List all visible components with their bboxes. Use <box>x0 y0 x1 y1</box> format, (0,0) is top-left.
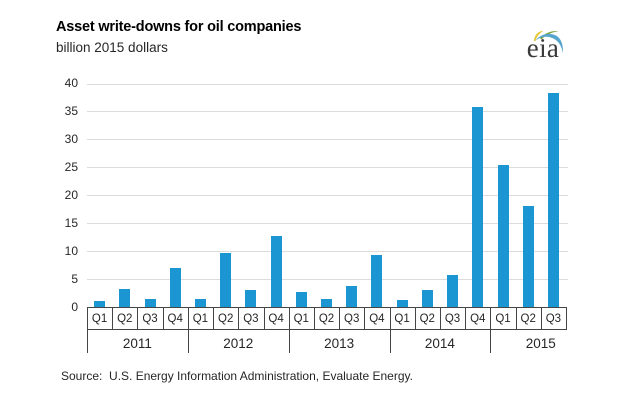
svg-text:eia: eia <box>527 33 559 63</box>
